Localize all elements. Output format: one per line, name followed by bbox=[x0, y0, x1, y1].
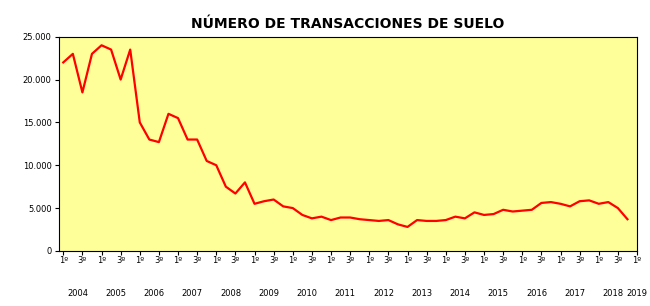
Text: 2005: 2005 bbox=[105, 289, 126, 298]
Text: 2006: 2006 bbox=[144, 289, 164, 298]
Text: 2018: 2018 bbox=[603, 289, 623, 298]
Text: 2016: 2016 bbox=[526, 289, 547, 298]
Text: 2009: 2009 bbox=[258, 289, 280, 298]
Text: 2012: 2012 bbox=[373, 289, 394, 298]
Text: 2004: 2004 bbox=[67, 289, 88, 298]
Text: 2013: 2013 bbox=[411, 289, 432, 298]
Text: 2010: 2010 bbox=[296, 289, 318, 298]
Text: 2008: 2008 bbox=[220, 289, 241, 298]
Text: 2017: 2017 bbox=[564, 289, 586, 298]
Title: NÚMERO DE TRANSACCIONES DE SUELO: NÚMERO DE TRANSACCIONES DE SUELO bbox=[191, 17, 504, 32]
Text: 2007: 2007 bbox=[182, 289, 203, 298]
Text: 2019: 2019 bbox=[627, 289, 647, 298]
Text: 2014: 2014 bbox=[450, 289, 471, 298]
Text: 2015: 2015 bbox=[488, 289, 509, 298]
Text: 2011: 2011 bbox=[335, 289, 356, 298]
